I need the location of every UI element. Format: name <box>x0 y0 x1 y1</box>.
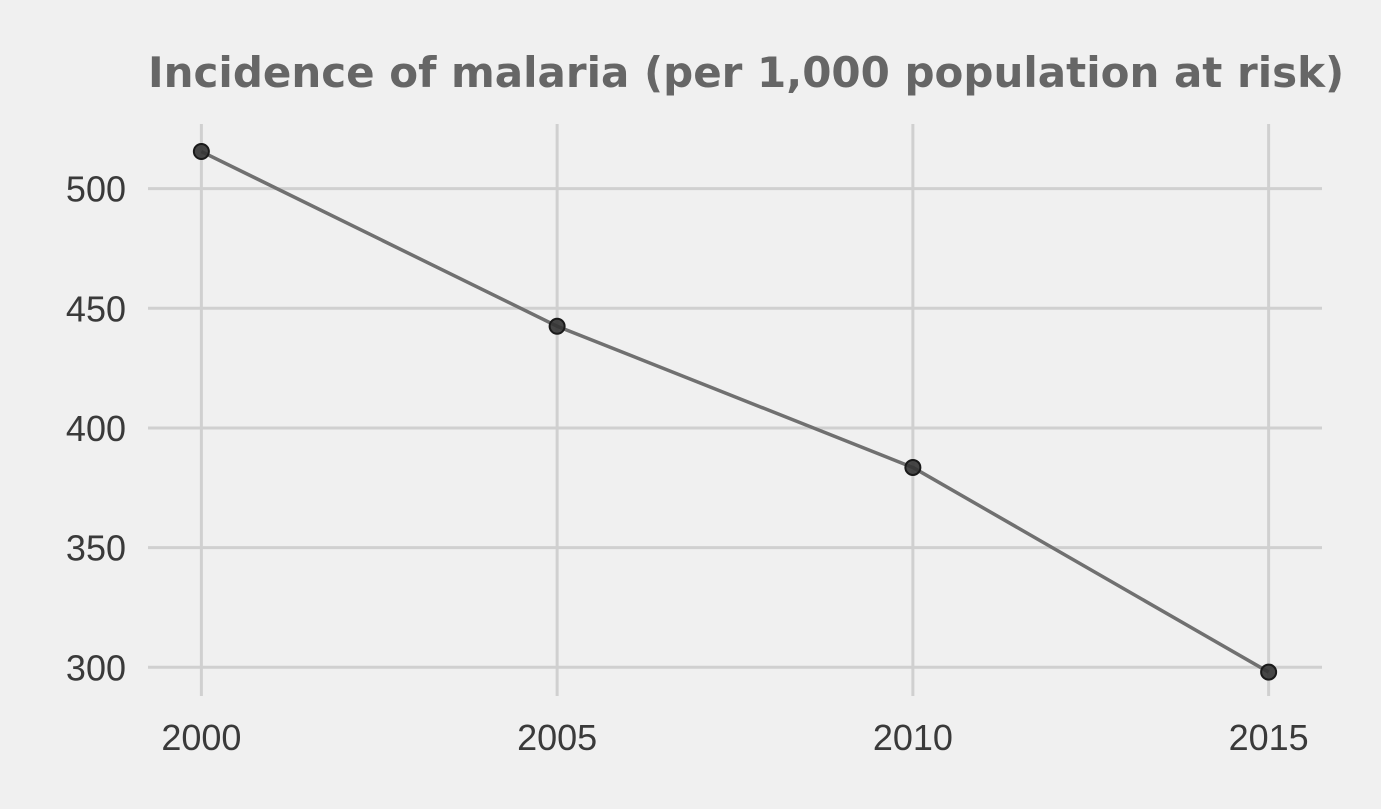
x-tick-label: 2010 <box>873 717 953 758</box>
y-tick-label: 300 <box>66 647 126 688</box>
y-tick-label: 350 <box>66 528 126 569</box>
x-tick-label: 2015 <box>1229 717 1309 758</box>
series-group <box>192 143 1278 681</box>
x-tick-label: 2000 <box>161 717 241 758</box>
data-point <box>904 458 922 476</box>
x-gridlines <box>199 124 1271 696</box>
x-tick-labels: 2000 2005 2010 2015 <box>161 717 1308 758</box>
data-point <box>192 143 210 161</box>
data-point <box>548 317 566 335</box>
y-tick-label: 450 <box>66 288 126 329</box>
x-tick-label: 2005 <box>517 717 597 758</box>
y-tick-labels: 300 350 400 450 500 <box>66 169 126 689</box>
y-tick-label: 400 <box>66 408 126 449</box>
chart-title: Incidence of malaria (per 1,000 populati… <box>148 48 1345 97</box>
series-line <box>200 149 1270 674</box>
y-tick-label: 500 <box>66 169 126 210</box>
y-gridlines <box>148 187 1322 669</box>
data-point <box>1260 663 1278 681</box>
